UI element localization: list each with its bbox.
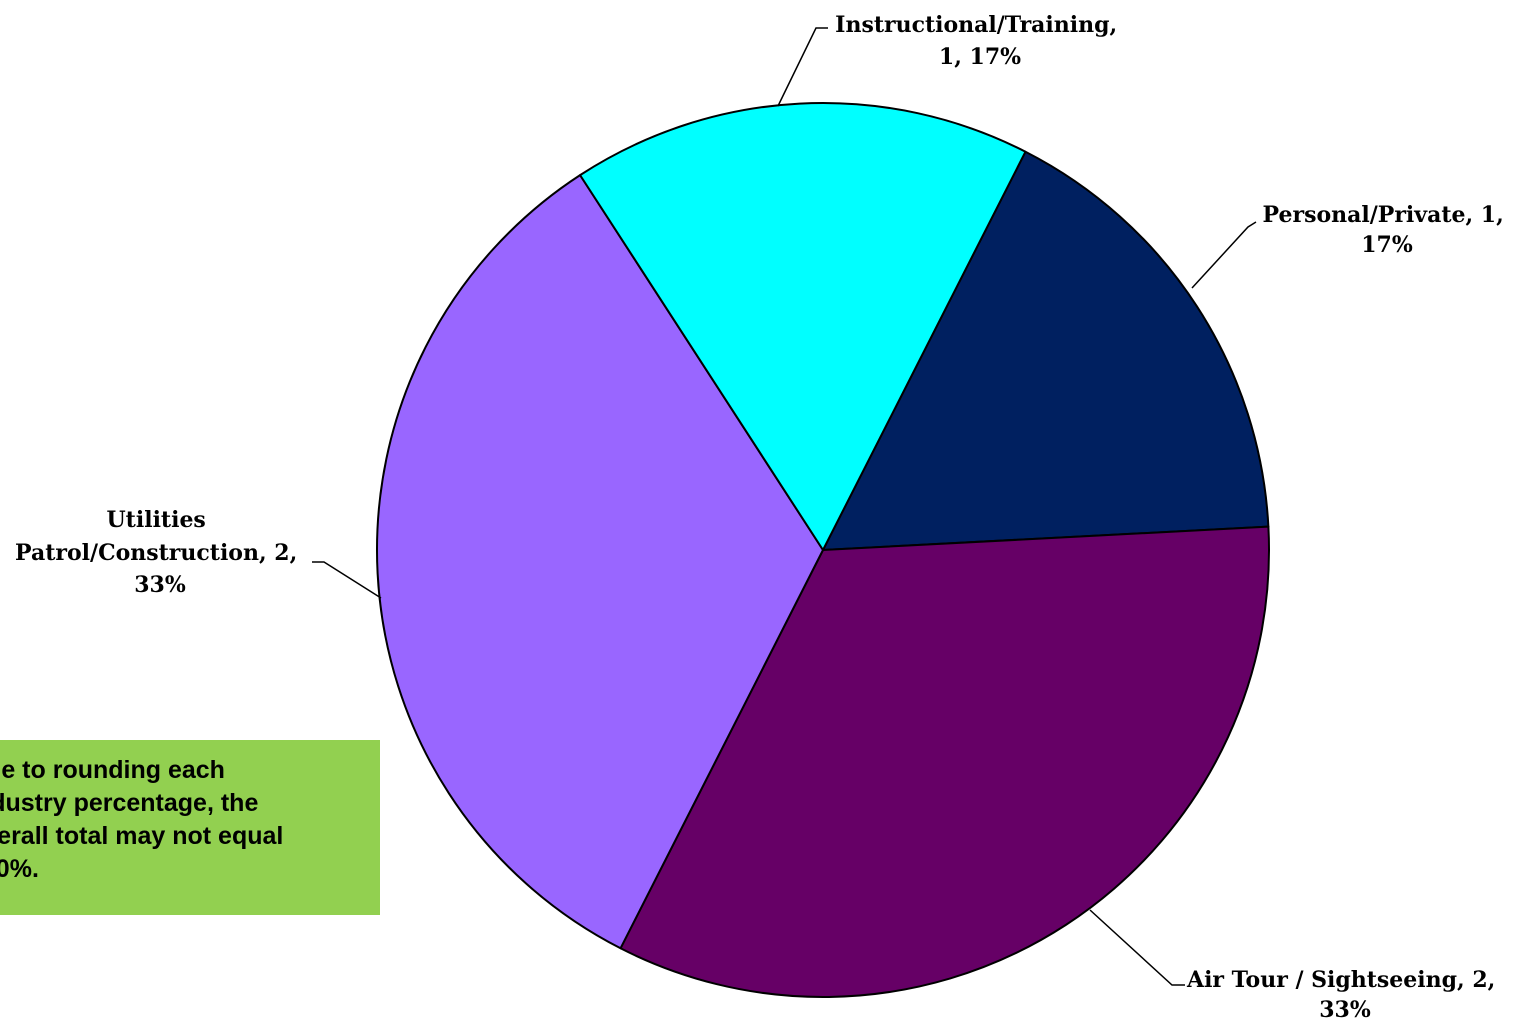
leader-air-tour-sightseeing	[1089, 909, 1185, 986]
label-air-tour-sightseeing: Air Tour / Sightseeing, 2, 33%	[1186, 967, 1503, 1023]
leader-utilities-patrol-construction	[312, 561, 382, 599]
label-utilities-patrol-construction: Utilities Patrol/Construction, 2, 33%	[15, 507, 305, 598]
rounding-note-text: Due to rounding each industry percentage…	[0, 756, 284, 883]
label-instructional-training: Instructional/Training, 1, 17%	[835, 12, 1125, 70]
leader-instructional-training	[777, 27, 828, 107]
leader-personal-private	[1191, 221, 1257, 289]
pie-slice-instructional-training	[579, 102, 1027, 551]
pie-slice-air-tour-sightseeing	[619, 525, 1270, 998]
pie-slices	[376, 102, 1270, 998]
label-personal-private: Personal/Private, 1, 17%	[1263, 202, 1512, 258]
label-leader-lines	[312, 27, 1257, 986]
pie-slice-personal-private	[822, 150, 1270, 551]
rounding-note-box: Due to rounding each industry percentage…	[0, 740, 380, 915]
pie-slice-utilities-patrol-construction	[376, 174, 824, 950]
